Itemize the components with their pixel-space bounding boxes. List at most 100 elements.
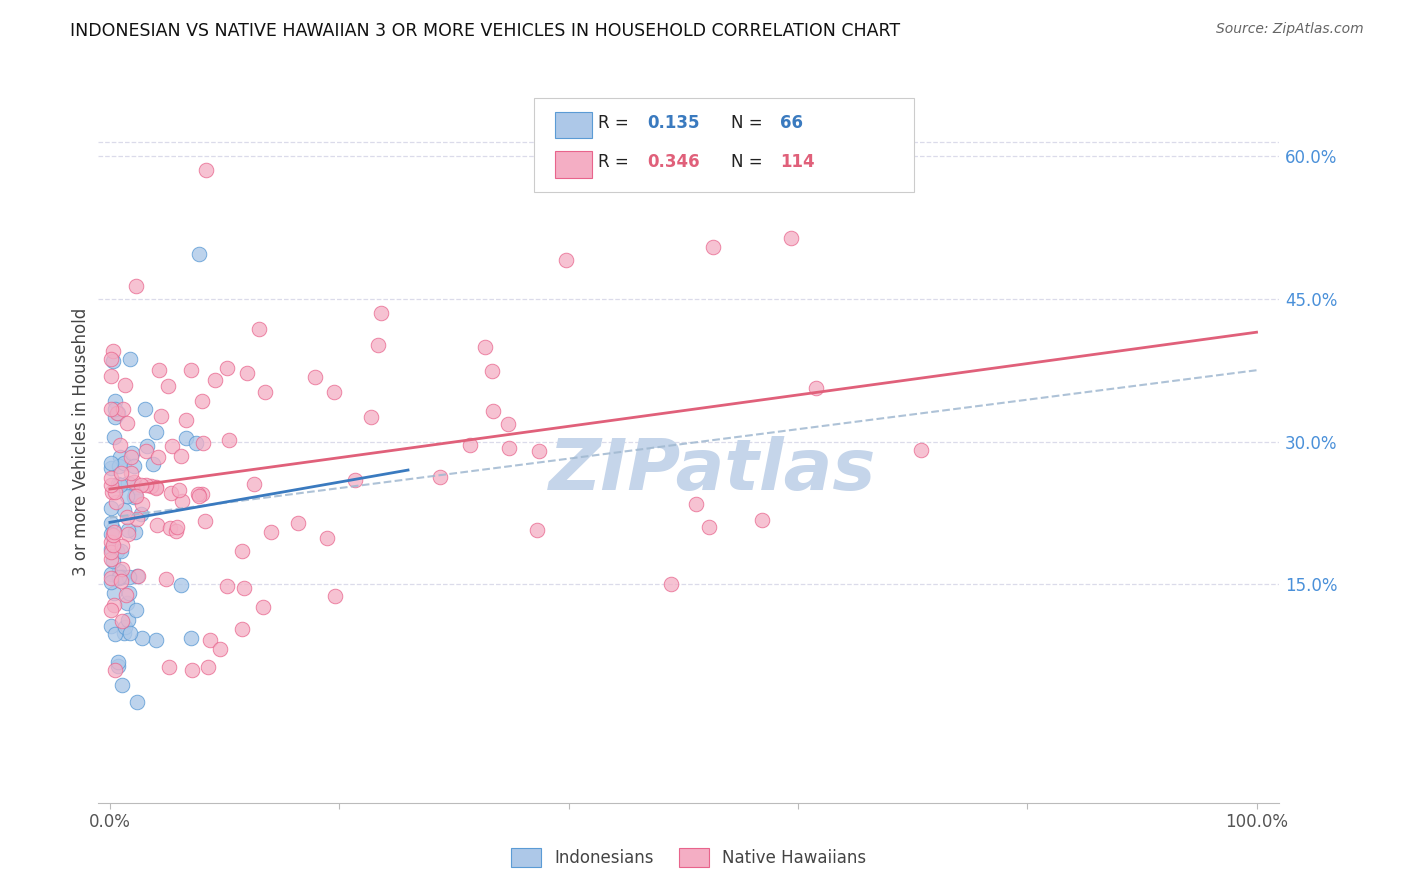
Text: 66: 66	[780, 114, 803, 132]
Point	[117, 614, 139, 628]
Point	[100, 567, 122, 582]
Point	[159, 521, 181, 535]
Point	[193, 435, 215, 450]
Point	[124, 486, 146, 500]
Point	[232, 582, 254, 596]
Point	[231, 543, 253, 558]
Point	[188, 489, 211, 503]
Point	[180, 663, 202, 677]
Point	[149, 409, 172, 423]
Point	[101, 538, 124, 552]
Point	[103, 598, 125, 612]
Point	[780, 231, 803, 245]
Text: Source: ZipAtlas.com: Source: ZipAtlas.com	[1216, 22, 1364, 37]
Point	[316, 531, 339, 545]
Point	[117, 476, 139, 491]
Point	[125, 489, 148, 503]
Point	[204, 373, 226, 387]
Point	[100, 603, 122, 617]
Point	[129, 477, 152, 491]
Point	[107, 476, 129, 491]
Point	[104, 410, 127, 425]
Point	[108, 459, 131, 474]
Point	[101, 528, 124, 542]
Point	[104, 485, 127, 500]
Point	[100, 401, 122, 416]
Point	[526, 523, 548, 537]
Point	[124, 524, 146, 539]
Point	[142, 457, 165, 471]
Point	[112, 402, 135, 417]
Point	[131, 508, 153, 522]
Point	[111, 539, 134, 553]
Point	[806, 381, 828, 395]
Point	[498, 441, 520, 455]
Point	[117, 523, 139, 537]
Point	[194, 514, 217, 528]
Point	[121, 446, 143, 460]
Point	[167, 483, 190, 497]
Point	[910, 443, 932, 458]
Point	[180, 362, 202, 376]
Point	[170, 578, 193, 592]
Point	[118, 586, 141, 600]
Point	[110, 574, 132, 589]
Point	[101, 554, 124, 568]
Point	[104, 394, 127, 409]
Point	[107, 658, 129, 673]
Point	[100, 351, 122, 366]
Point	[482, 404, 505, 418]
Text: R =: R =	[598, 153, 634, 171]
Point	[100, 575, 122, 590]
Point	[101, 485, 124, 500]
Point	[120, 450, 142, 464]
Point	[135, 439, 157, 453]
Point	[187, 246, 209, 260]
Point	[100, 535, 122, 549]
Point	[702, 240, 724, 254]
Point	[190, 487, 212, 501]
Point	[100, 516, 122, 530]
Point	[135, 478, 157, 492]
Point	[131, 498, 153, 512]
Point	[184, 436, 207, 450]
Point	[145, 480, 167, 494]
Point	[254, 385, 277, 400]
Legend: Indonesians, Native Hawaiians: Indonesians, Native Hawaiians	[505, 841, 873, 874]
Point	[162, 438, 184, 452]
Point	[100, 477, 122, 491]
Point	[159, 659, 181, 673]
Point	[124, 475, 146, 490]
Point	[496, 417, 519, 431]
Text: N =: N =	[731, 153, 768, 171]
Point	[100, 527, 122, 541]
Point	[751, 513, 773, 527]
Point	[110, 543, 132, 558]
Point	[146, 450, 169, 464]
Text: INDONESIAN VS NATIVE HAWAIIAN 3 OR MORE VEHICLES IN HOUSEHOLD CORRELATION CHART: INDONESIAN VS NATIVE HAWAIIAN 3 OR MORE …	[70, 22, 900, 40]
Point	[367, 338, 389, 352]
Point	[180, 631, 202, 645]
Point	[287, 516, 309, 530]
Point	[100, 619, 122, 633]
Point	[108, 564, 131, 578]
Point	[103, 430, 125, 444]
Point	[108, 450, 131, 464]
Point	[481, 363, 503, 377]
Text: R =: R =	[598, 114, 634, 132]
Point	[370, 306, 392, 320]
Point	[104, 627, 127, 641]
Point	[131, 632, 153, 646]
Point	[100, 552, 122, 566]
Point	[236, 367, 259, 381]
Point	[100, 471, 122, 485]
Point	[685, 497, 707, 511]
Point	[101, 354, 124, 368]
Point	[146, 518, 169, 533]
Point	[166, 524, 188, 538]
Text: 0.346: 0.346	[647, 153, 699, 171]
Point	[105, 406, 128, 420]
Point	[127, 568, 149, 582]
Point	[460, 438, 482, 452]
Text: ZIPatlas: ZIPatlas	[548, 436, 876, 505]
